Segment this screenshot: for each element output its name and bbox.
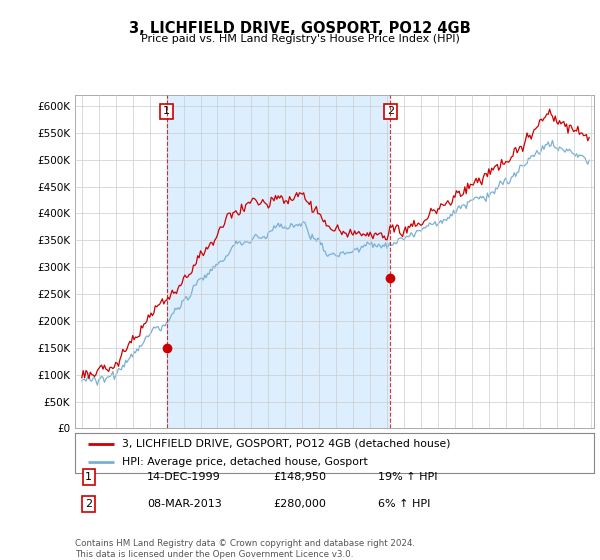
Text: 3, LICHFIELD DRIVE, GOSPORT, PO12 4GB (detached house): 3, LICHFIELD DRIVE, GOSPORT, PO12 4GB (d… [122,439,450,449]
Text: Contains HM Land Registry data © Crown copyright and database right 2024.
This d: Contains HM Land Registry data © Crown c… [75,539,415,559]
Text: 1: 1 [85,472,92,482]
Text: 19% ↑ HPI: 19% ↑ HPI [378,472,437,482]
Text: 2: 2 [85,499,92,509]
Text: £280,000: £280,000 [273,499,326,509]
Text: Price paid vs. HM Land Registry's House Price Index (HPI): Price paid vs. HM Land Registry's House … [140,34,460,44]
Text: 14-DEC-1999: 14-DEC-1999 [147,472,221,482]
Text: HPI: Average price, detached house, Gosport: HPI: Average price, detached house, Gosp… [122,458,367,467]
Text: 1: 1 [163,106,170,116]
Text: £148,950: £148,950 [273,472,326,482]
Text: 6% ↑ HPI: 6% ↑ HPI [378,499,430,509]
Text: 2: 2 [387,106,394,116]
Bar [167,95,391,428]
Text: 3, LICHFIELD DRIVE, GOSPORT, PO12 4GB: 3, LICHFIELD DRIVE, GOSPORT, PO12 4GB [129,21,471,36]
Text: 08-MAR-2013: 08-MAR-2013 [147,499,222,509]
